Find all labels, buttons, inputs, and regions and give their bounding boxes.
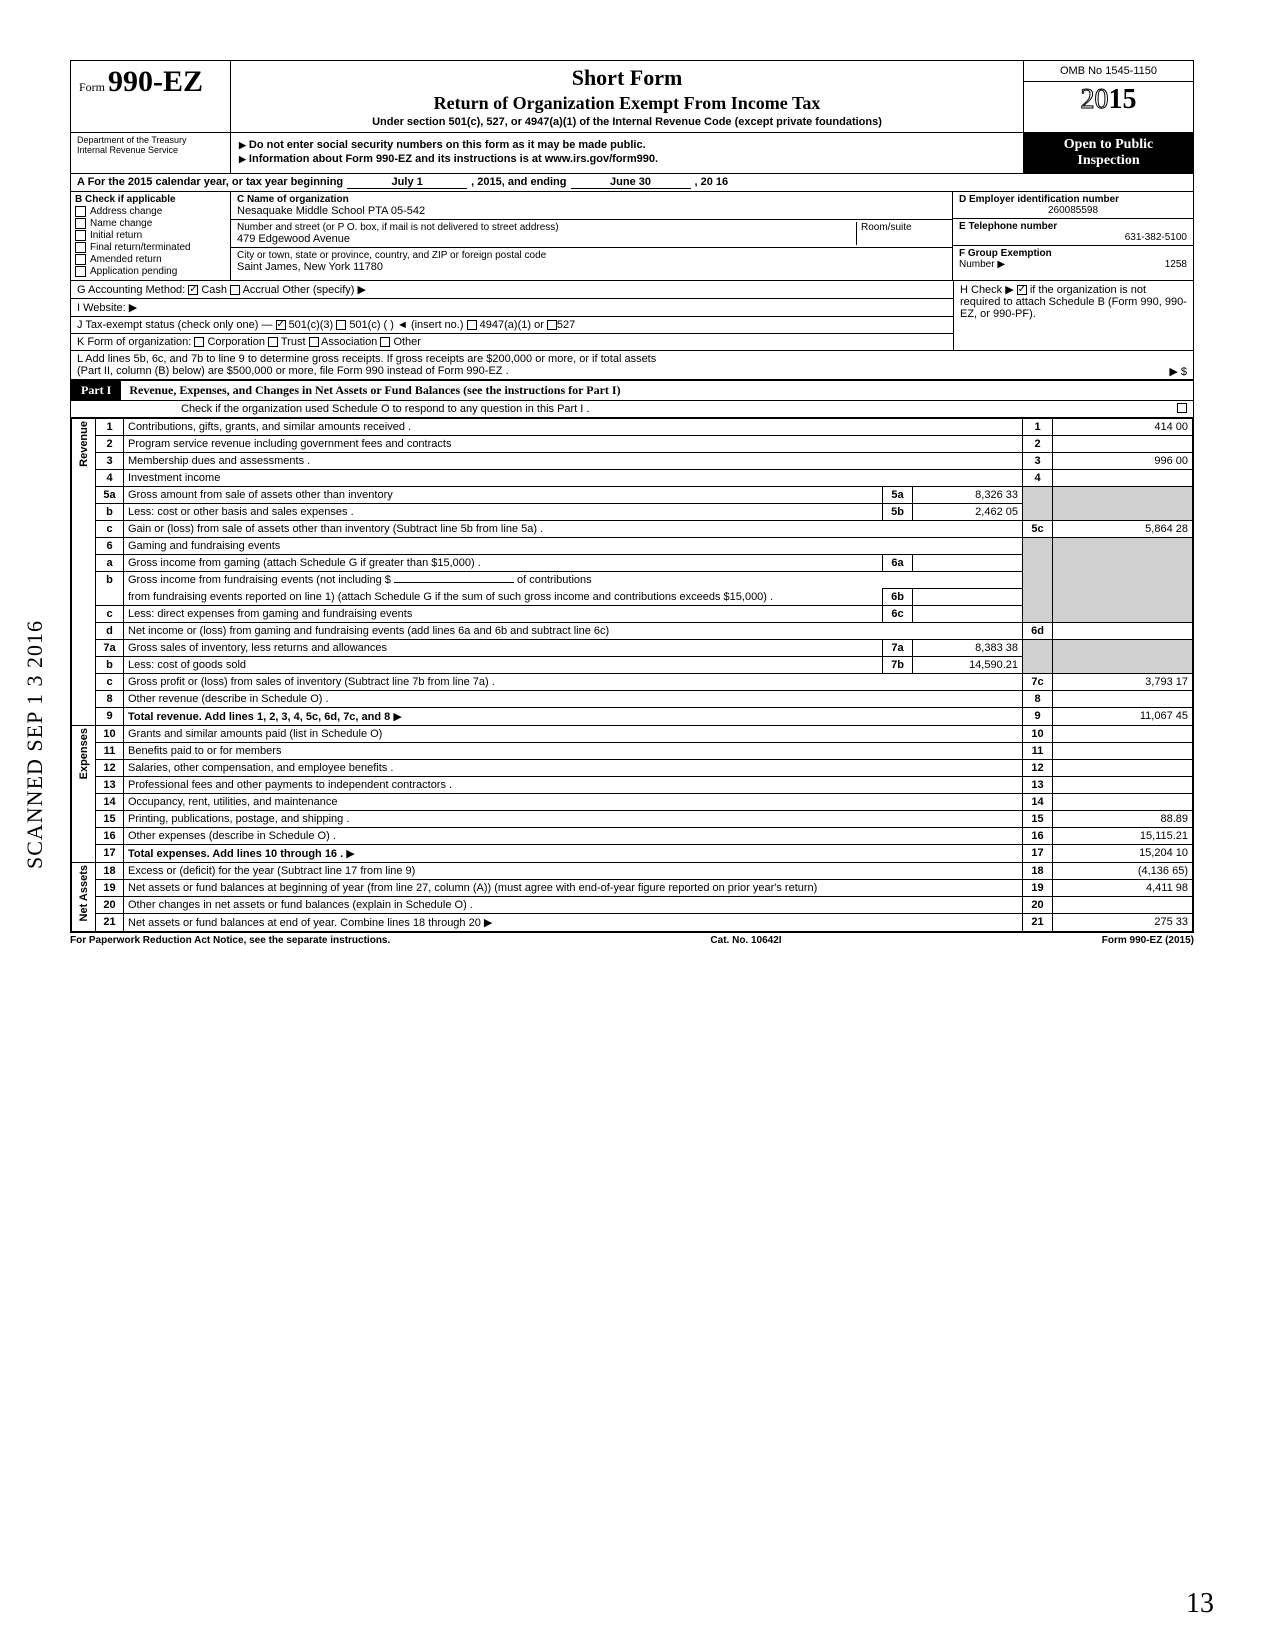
line-1-value: 414 00	[1053, 419, 1193, 436]
under-section: Under section 501(c), 527, or 4947(a)(1)…	[239, 116, 1015, 128]
chk-name-change[interactable]: Name change	[75, 218, 226, 229]
page-number: 13	[1186, 1588, 1214, 1620]
form-number-cell: Form 990-EZ	[71, 61, 231, 132]
dept-mid: Do not enter social security numbers on …	[231, 133, 1023, 173]
chk-amended-return[interactable]: Amended return	[75, 254, 226, 265]
scanned-stamp: SCANNED SEP 1 3 2016	[22, 620, 48, 869]
chk-501c[interactable]	[336, 320, 346, 330]
line-17-value: 15,204 10	[1053, 845, 1193, 863]
side-net-assets: Net Assets	[72, 863, 96, 932]
chk-501c3[interactable]	[276, 320, 286, 330]
short-form-title: Short Form	[239, 65, 1015, 91]
line-5a-value: 8,326 33	[913, 487, 1023, 504]
line-4-value	[1053, 470, 1193, 487]
line-5c-value: 5,864 28	[1053, 521, 1193, 538]
line-7a-value: 8,383 38	[913, 640, 1023, 657]
row-ghi: G Accounting Method: Cash Accrual Other …	[71, 281, 1193, 351]
chk-other[interactable]	[380, 337, 390, 347]
row-l-gross-receipts: L Add lines 5b, 6c, and 7b to line 9 to …	[71, 351, 1193, 381]
dept-row: Department of the Treasury Internal Reve…	[71, 133, 1193, 174]
line-10-value	[1053, 726, 1193, 743]
dept-cell: Department of the Treasury Internal Reve…	[71, 133, 231, 173]
chk-trust[interactable]	[268, 337, 278, 347]
footer-right: Form 990-EZ (2015)	[1102, 935, 1194, 946]
part-i-header: Part I Revenue, Expenses, and Changes in…	[71, 381, 1193, 401]
chk-cash[interactable]	[188, 285, 198, 295]
line-7c-value: 3,793 17	[1053, 674, 1193, 691]
line-13-value	[1053, 777, 1193, 794]
line-2-value	[1053, 436, 1193, 453]
part-i-table: Revenue 1 Contributions, gifts, grants, …	[71, 418, 1193, 932]
line-14-value	[1053, 794, 1193, 811]
row-h-schedule-b: H Check ▶ if the organization is not req…	[953, 281, 1193, 350]
chk-527[interactable]	[547, 320, 557, 330]
footer: For Paperwork Reduction Act Notice, see …	[70, 933, 1194, 948]
line-6a-value	[913, 555, 1023, 572]
part-i-sched-o: Check if the organization used Schedule …	[71, 401, 1193, 418]
line-21-value: 275 33	[1053, 914, 1193, 932]
line-18-value: (4,136 65)	[1053, 863, 1193, 880]
row-a-tax-year: A For the 2015 calendar year, or tax yea…	[71, 174, 1193, 192]
header-row: Form 990-EZ Short Form Return of Organiz…	[71, 61, 1193, 133]
line-6b-value	[913, 589, 1023, 606]
chk-corp[interactable]	[194, 337, 204, 347]
omb-number: OMB No 1545-1150	[1024, 61, 1193, 82]
line-20-value	[1053, 897, 1193, 914]
tax-year: 2015	[1024, 82, 1193, 118]
line-3-value: 996 00	[1053, 453, 1193, 470]
line-16-value: 15,115.21	[1053, 828, 1193, 845]
line-7b-value: 14,590.21	[913, 657, 1023, 674]
chk-sched-o-part1[interactable]	[1177, 403, 1187, 413]
city-state-zip: Saint James, New York 11780	[237, 261, 383, 273]
row-i-website: I Website: ▶	[71, 299, 953, 317]
telephone-value: 631-382-5100	[959, 232, 1187, 243]
chk-assoc[interactable]	[309, 337, 319, 347]
line-15-value: 88.89	[1053, 811, 1193, 828]
form-number: 990-EZ	[108, 65, 203, 98]
chk-address-change[interactable]: Address change	[75, 206, 226, 217]
row-g-accounting: G Accounting Method: Cash Accrual Other …	[71, 281, 953, 299]
footer-mid: Cat. No. 10642I	[710, 935, 781, 946]
return-title: Return of Organization Exempt From Incom…	[239, 93, 1015, 114]
line-6c-value	[913, 606, 1023, 623]
chk-final-return[interactable]: Final return/terminated	[75, 242, 226, 253]
header-right: OMB No 1545-1150 2015	[1023, 61, 1193, 132]
chk-sched-b[interactable]	[1017, 285, 1027, 295]
row-k-org-form: K Form of organization: Corporation Trus…	[71, 334, 953, 350]
line-11-value	[1053, 743, 1193, 760]
side-expenses: Expenses	[72, 726, 96, 863]
line-8-value	[1053, 691, 1193, 708]
form-prefix: Form	[79, 80, 105, 94]
line-9-value: 11,067 45	[1053, 708, 1193, 726]
line-5b-value: 2,462 05	[913, 504, 1023, 521]
line-6d-value	[1053, 623, 1193, 640]
col-b-checkboxes: B Check if applicable Address change Nam…	[71, 192, 231, 280]
header-mid: Short Form Return of Organization Exempt…	[231, 61, 1023, 132]
form-990ez: Form 990-EZ Short Form Return of Organiz…	[70, 60, 1194, 933]
chk-accrual[interactable]	[230, 285, 240, 295]
footer-left: For Paperwork Reduction Act Notice, see …	[70, 935, 390, 946]
col-d-ids: D Employer identification number26008559…	[953, 192, 1193, 280]
open-public: Open to Public Inspection	[1023, 133, 1193, 173]
chk-4947[interactable]	[467, 320, 477, 330]
row-j-tax-status: J Tax-exempt status (check only one) — 5…	[71, 317, 953, 334]
ein-value: 260085598	[959, 205, 1187, 216]
line-19-value: 4,411 98	[1053, 880, 1193, 897]
side-revenue: Revenue	[72, 419, 96, 726]
section-bcd: B Check if applicable Address change Nam…	[71, 192, 1193, 281]
line-12-value	[1053, 760, 1193, 777]
chk-application-pending[interactable]: Application pending	[75, 266, 226, 277]
group-exemption-number: 1258	[1165, 259, 1187, 270]
org-name: Nesaquake Middle School PTA 05-542	[237, 205, 425, 217]
street-address: 479 Edgewood Avenue	[237, 233, 350, 245]
col-c-org-info: C Name of organizationNesaquake Middle S…	[231, 192, 953, 280]
chk-initial-return[interactable]: Initial return	[75, 230, 226, 241]
